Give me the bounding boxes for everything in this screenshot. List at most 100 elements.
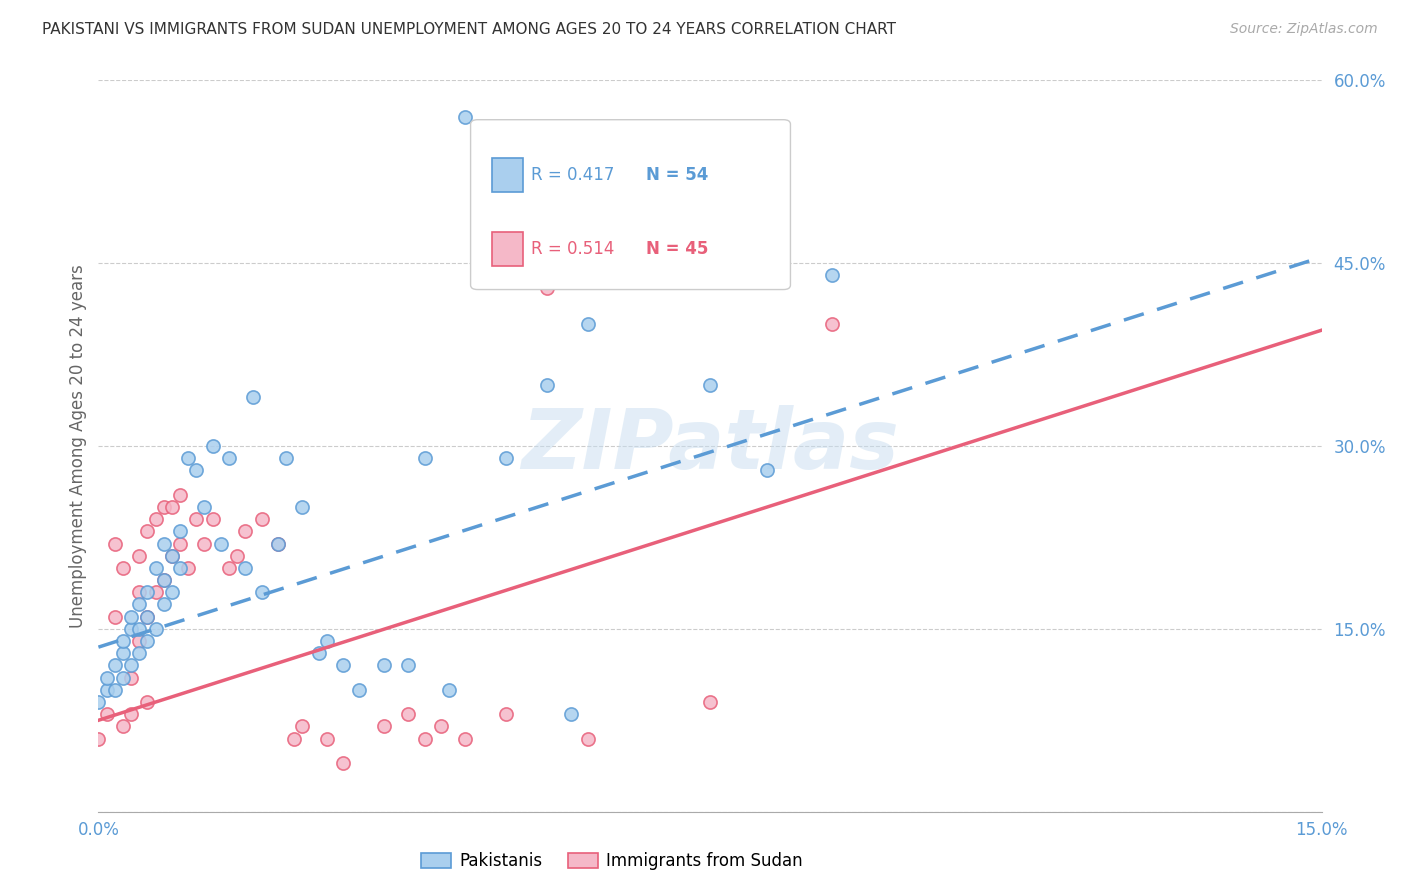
Point: [756, 463, 779, 477]
Point: [169, 488, 191, 502]
Point: [201, 439, 224, 453]
Point: [291, 719, 314, 733]
Point: [495, 451, 517, 466]
Text: R = 0.417: R = 0.417: [531, 166, 614, 184]
Point: [413, 731, 436, 746]
Text: Source: ZipAtlas.com: Source: ZipAtlas.com: [1230, 22, 1378, 37]
Point: [373, 719, 395, 733]
Point: [160, 585, 183, 599]
Point: [136, 634, 159, 648]
Point: [177, 561, 200, 575]
Point: [128, 634, 150, 648]
Point: [120, 707, 142, 722]
Point: [218, 451, 240, 466]
Point: [201, 512, 224, 526]
Point: [413, 451, 436, 466]
Point: [152, 598, 174, 612]
Point: [136, 695, 159, 709]
Point: [96, 671, 118, 685]
Point: [96, 682, 118, 697]
Text: N = 54: N = 54: [647, 166, 709, 184]
Point: [454, 731, 477, 746]
Point: [396, 658, 419, 673]
Point: [218, 561, 240, 575]
Point: [250, 585, 273, 599]
Point: [193, 536, 215, 550]
Point: [160, 549, 183, 563]
Point: [332, 756, 354, 770]
Point: [821, 268, 844, 283]
Point: [104, 536, 127, 550]
Point: [267, 536, 290, 550]
Point: [104, 609, 127, 624]
Point: [120, 658, 142, 673]
Point: [576, 317, 599, 331]
Point: [308, 646, 330, 660]
Point: [128, 646, 150, 660]
Point: [145, 585, 167, 599]
Point: [209, 536, 232, 550]
Point: [193, 500, 215, 514]
Point: [242, 390, 264, 404]
Point: [821, 317, 844, 331]
Point: [104, 658, 127, 673]
Y-axis label: Unemployment Among Ages 20 to 24 years: Unemployment Among Ages 20 to 24 years: [69, 264, 87, 628]
Point: [576, 731, 599, 746]
Point: [111, 646, 134, 660]
Point: [430, 719, 453, 733]
Point: [87, 695, 110, 709]
Point: [96, 707, 118, 722]
Point: [128, 598, 150, 612]
Point: [111, 719, 134, 733]
Point: [160, 549, 183, 563]
Point: [186, 512, 208, 526]
Point: [560, 707, 582, 722]
Point: [152, 573, 174, 587]
Point: [111, 634, 134, 648]
Point: [111, 561, 134, 575]
Point: [454, 110, 477, 124]
Point: [111, 671, 134, 685]
Point: [136, 609, 159, 624]
Point: [145, 561, 167, 575]
Point: [250, 512, 273, 526]
Point: [152, 536, 174, 550]
Point: [186, 463, 208, 477]
Point: [437, 682, 460, 697]
Point: [169, 536, 191, 550]
Point: [136, 585, 159, 599]
Point: [536, 280, 558, 294]
Point: [177, 451, 200, 466]
Point: [495, 707, 517, 722]
Point: [136, 524, 159, 539]
Point: [128, 585, 150, 599]
Point: [226, 549, 249, 563]
Point: [315, 634, 337, 648]
Point: [145, 622, 167, 636]
Text: ZIPatlas: ZIPatlas: [522, 406, 898, 486]
Point: [160, 500, 183, 514]
Point: [315, 731, 337, 746]
Point: [87, 731, 110, 746]
Point: [169, 524, 191, 539]
Point: [169, 561, 191, 575]
Point: [145, 512, 167, 526]
Point: [396, 707, 419, 722]
Point: [128, 549, 150, 563]
Point: [152, 573, 174, 587]
Point: [274, 451, 297, 466]
Point: [152, 500, 174, 514]
Point: [291, 500, 314, 514]
Point: [233, 524, 256, 539]
Point: [120, 609, 142, 624]
Point: [536, 378, 558, 392]
Text: PAKISTANI VS IMMIGRANTS FROM SUDAN UNEMPLOYMENT AMONG AGES 20 TO 24 YEARS CORREL: PAKISTANI VS IMMIGRANTS FROM SUDAN UNEMP…: [42, 22, 896, 37]
Text: N = 45: N = 45: [647, 240, 709, 258]
Point: [120, 671, 142, 685]
Point: [120, 622, 142, 636]
Point: [373, 658, 395, 673]
Legend: Pakistanis, Immigrants from Sudan: Pakistanis, Immigrants from Sudan: [415, 846, 810, 877]
Point: [699, 695, 721, 709]
Point: [699, 378, 721, 392]
Point: [267, 536, 290, 550]
